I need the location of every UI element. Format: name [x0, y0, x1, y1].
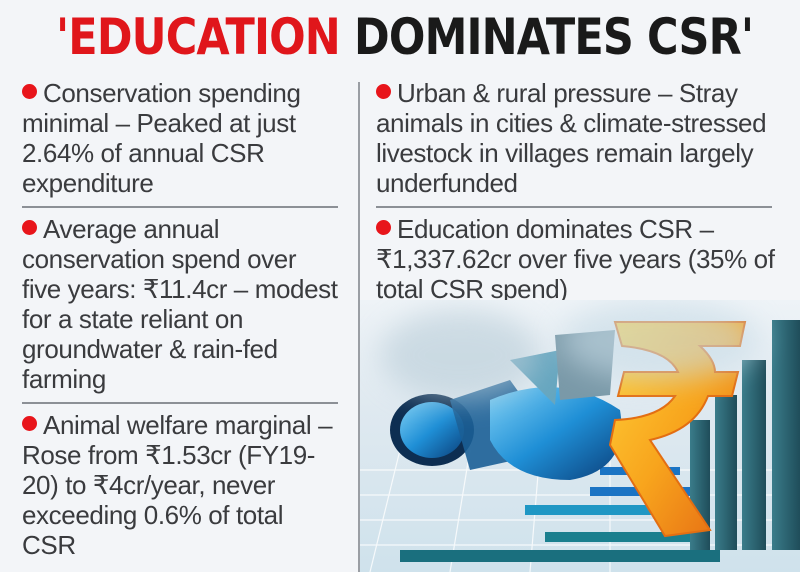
fact-item: Animal welfare marginal – Rose from ₹1.5… [22, 410, 340, 560]
bar [715, 395, 737, 550]
fact-text: Urban & rural pressure – Stray animals i… [376, 78, 767, 198]
fact-item: Average annual conservation spend over f… [22, 214, 340, 394]
pie-chart [490, 387, 622, 480]
fact-item: Education dominates CSR – ₹1,337.62cr ov… [376, 214, 778, 304]
item-divider [376, 206, 772, 208]
item-divider [22, 206, 338, 208]
finance-illustration [360, 300, 800, 572]
bar [742, 360, 766, 550]
bar [772, 320, 800, 550]
bullet-dot-icon [22, 416, 37, 431]
bar [525, 505, 705, 515]
bar [400, 550, 720, 562]
bullet-dot-icon [376, 84, 391, 99]
bullet-dot-icon [22, 84, 37, 99]
headline-black-part: DOMINATES CSR' [354, 8, 754, 66]
right-column: Urban & rural pressure – Stray animals i… [376, 78, 778, 304]
item-divider [22, 402, 338, 404]
fact-item: Conservation spending minimal – Peaked a… [22, 78, 340, 198]
left-column: Conservation spending minimal – Peaked a… [22, 78, 340, 560]
fact-text: Conservation spending minimal – Peaked a… [22, 78, 301, 198]
headline: 'EDUCATION DOMINATES CSR' [56, 6, 754, 68]
bar [545, 532, 705, 542]
column-divider [358, 82, 360, 572]
fact-text: Average annual conservation spend over f… [22, 214, 338, 394]
headline-red-part: 'EDUCATION [56, 8, 341, 66]
fact-item: Urban & rural pressure – Stray animals i… [376, 78, 778, 198]
bullet-dot-icon [22, 220, 37, 235]
fact-text: Education dominates CSR – ₹1,337.62cr ov… [376, 214, 775, 304]
bullet-dot-icon [376, 220, 391, 235]
fact-text: Animal welfare marginal – Rose from ₹1.5… [22, 410, 333, 560]
